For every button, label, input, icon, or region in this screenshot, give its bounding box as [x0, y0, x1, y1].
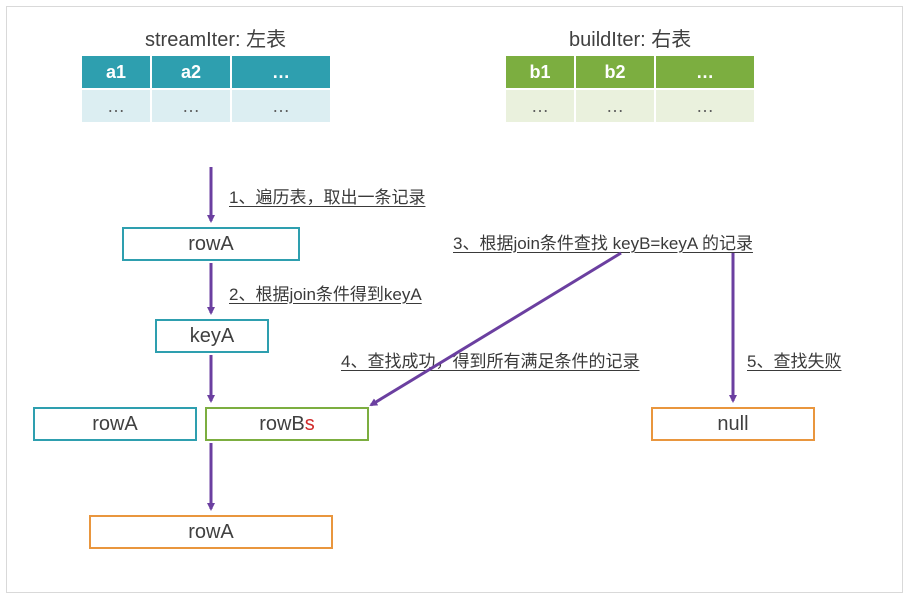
table-header-row: b1 b2 …	[505, 55, 755, 89]
cell: …	[575, 89, 655, 123]
annotation-4: 4、查找成功，得到所有满足条件的记录	[341, 347, 639, 372]
node-rowBs-suffix: s	[305, 413, 315, 436]
diagram-frame: streamIter: 左表 a1 a2 … … … … buildIter: …	[6, 6, 903, 593]
col-header: b2	[575, 55, 655, 89]
node-rowBs-prefix: rowB	[259, 413, 305, 436]
right-table-title: buildIter: 右表	[569, 23, 691, 52]
cell: …	[505, 89, 575, 123]
node-rowA-1: rowA	[122, 227, 300, 261]
cell: …	[81, 89, 151, 123]
col-header: a2	[151, 55, 231, 89]
cell: …	[231, 89, 331, 123]
left-table: a1 a2 … … … …	[81, 55, 331, 123]
node-rowA-2: rowA	[33, 407, 197, 441]
node-null: null	[651, 407, 815, 441]
node-keyA: keyA	[155, 319, 269, 353]
cell: …	[151, 89, 231, 123]
col-header: a1	[81, 55, 151, 89]
table-row: … … …	[81, 89, 331, 123]
table-header-row: a1 a2 …	[81, 55, 331, 89]
annotation-3: 3、根据join条件查找 keyB=keyA 的记录	[453, 229, 753, 254]
right-table: b1 b2 … … … …	[505, 55, 755, 123]
annotation-1: 1、遍历表，取出一条记录	[229, 183, 425, 208]
annotation-2: 2、根据join条件得到keyA	[229, 280, 422, 305]
node-rowA-3: rowA	[89, 515, 333, 549]
col-header: …	[231, 55, 331, 89]
left-table-title: streamIter: 左表	[145, 23, 286, 52]
col-header: …	[655, 55, 755, 89]
col-header: b1	[505, 55, 575, 89]
annotation-5: 5、查找失败	[747, 347, 841, 372]
table-row: … … …	[505, 89, 755, 123]
node-rowBs: rowBs	[205, 407, 369, 441]
cell: …	[655, 89, 755, 123]
